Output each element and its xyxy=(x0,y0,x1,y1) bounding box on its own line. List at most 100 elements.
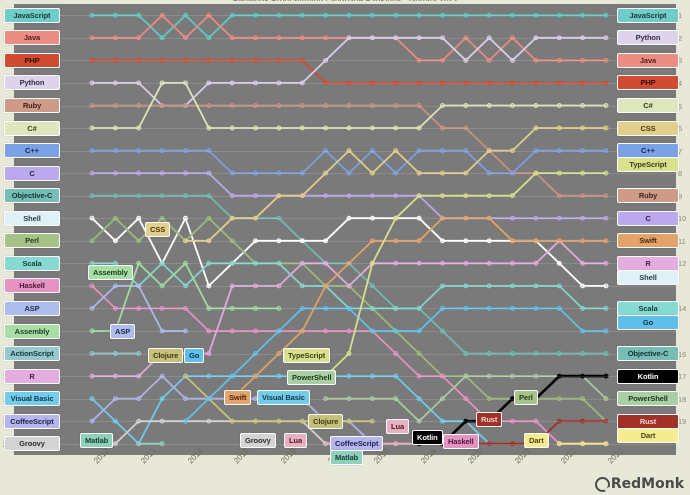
left-label-visual-basic[interactable]: Visual Basic xyxy=(4,391,60,407)
inline-label-clojure[interactable]: Clojure xyxy=(308,414,344,429)
left-label-shell[interactable]: Shell xyxy=(4,210,60,226)
inline-label-lua[interactable]: Lua xyxy=(386,419,410,434)
left-label-scala[interactable]: Scala xyxy=(4,255,60,271)
right-label-css[interactable]: CSS xyxy=(617,120,679,136)
inline-label-coffeescript[interactable]: CoffeeScript xyxy=(330,436,384,451)
left-label-php[interactable]: PHP xyxy=(4,52,60,68)
data-point xyxy=(323,148,329,154)
data-point xyxy=(533,12,539,18)
data-point xyxy=(440,215,445,221)
left-label-groovy[interactable]: Groovy xyxy=(4,436,60,452)
data-point xyxy=(603,418,609,424)
data-point xyxy=(253,215,258,221)
data-point xyxy=(440,193,445,199)
data-point xyxy=(159,12,165,18)
inline-label-clojure[interactable]: Clojure xyxy=(148,348,184,363)
inline-label-css[interactable]: CSS xyxy=(145,222,171,237)
data-point xyxy=(89,283,95,289)
left-label-assembly[interactable]: Assembly xyxy=(4,323,60,339)
right-label-php[interactable]: PHP xyxy=(617,75,679,91)
data-point xyxy=(486,373,492,379)
data-point xyxy=(486,148,492,154)
data-point xyxy=(416,57,422,63)
data-point xyxy=(603,103,609,108)
right-label-c[interactable]: C xyxy=(617,210,679,226)
left-label-c-[interactable]: C# xyxy=(4,120,60,136)
data-point xyxy=(299,12,305,18)
data-point xyxy=(580,12,586,18)
data-point xyxy=(206,283,212,289)
left-label-coffeescript[interactable]: CoffeeScript xyxy=(4,413,60,429)
right-label-go[interactable]: Go xyxy=(617,314,679,330)
y-tick-right: 2 xyxy=(678,33,683,43)
right-label-javascript[interactable]: JavaScript xyxy=(617,7,679,23)
y-tick-right: 4 xyxy=(678,78,683,88)
data-point xyxy=(416,103,422,108)
inline-label-rust[interactable]: Rust xyxy=(476,412,503,427)
inline-label-matlab[interactable]: Matlab xyxy=(80,433,114,448)
right-label-java[interactable]: Java xyxy=(617,52,679,68)
left-label-haskell[interactable]: Haskell xyxy=(4,278,60,294)
right-label-swift[interactable]: Swift xyxy=(617,233,679,249)
left-label-perl[interactable]: Perl xyxy=(4,233,60,249)
inline-label-dart[interactable]: Dart xyxy=(524,433,549,448)
data-point xyxy=(533,373,539,379)
right-label-dart[interactable]: Dart xyxy=(617,427,679,443)
inline-label-powershell[interactable]: PowerShell xyxy=(287,370,337,385)
data-point xyxy=(299,418,305,424)
right-label-rust[interactable]: Rust xyxy=(617,413,679,429)
right-label-scala[interactable]: Scala xyxy=(617,300,679,316)
inline-label-lua[interactable]: Lua xyxy=(284,433,308,448)
right-label-kotlin[interactable]: Kotlin xyxy=(617,368,679,384)
inline-label-typescript[interactable]: TypeScript xyxy=(283,348,331,363)
inline-label-perl[interactable]: Perl xyxy=(514,390,538,405)
right-label-typescript[interactable]: TypeScript xyxy=(617,157,679,173)
inline-label-groovy[interactable]: Groovy xyxy=(240,433,276,448)
right-label-r[interactable]: R xyxy=(617,255,679,271)
data-point xyxy=(89,35,95,41)
data-point xyxy=(510,12,515,18)
left-label-python[interactable]: Python xyxy=(4,75,60,91)
inline-label-swift[interactable]: Swift xyxy=(224,390,252,405)
data-point xyxy=(463,305,469,311)
data-point xyxy=(533,215,539,221)
left-label-asp[interactable]: ASP xyxy=(4,300,60,316)
left-label-ruby[interactable]: Ruby xyxy=(4,98,60,113)
data-point xyxy=(603,193,609,199)
inline-label-assembly[interactable]: Assembly xyxy=(88,265,133,280)
right-label-c-[interactable]: C++ xyxy=(617,143,679,159)
left-label-javascript[interactable]: JavaScript xyxy=(4,7,60,23)
data-point xyxy=(89,80,95,86)
left-label-java[interactable]: Java xyxy=(4,30,60,46)
left-label-actionscript[interactable]: ActionScript xyxy=(4,346,60,361)
inline-label-visual-basic[interactable]: Visual Basic xyxy=(257,390,310,405)
data-point xyxy=(440,418,445,424)
right-label-c-[interactable]: C# xyxy=(617,98,679,113)
left-label-c-[interactable]: C++ xyxy=(4,143,60,159)
right-label-powershell[interactable]: PowerShell xyxy=(617,391,679,407)
data-point xyxy=(346,148,352,154)
data-point xyxy=(183,238,188,244)
inline-label-matlab[interactable]: Matlab xyxy=(330,450,364,465)
data-point xyxy=(159,396,165,402)
data-point xyxy=(112,441,118,447)
right-label-python[interactable]: Python xyxy=(617,30,679,46)
right-label-shell[interactable]: Shell xyxy=(617,269,679,285)
left-label-c[interactable]: C xyxy=(4,165,60,181)
data-point xyxy=(603,215,609,221)
data-point xyxy=(346,283,352,289)
inline-label-haskell[interactable]: Haskell xyxy=(443,434,479,449)
right-label-objective-c[interactable]: Objective-C xyxy=(617,346,679,361)
left-label-objective-c[interactable]: Objective-C xyxy=(4,188,60,204)
inline-label-go[interactable]: Go xyxy=(184,348,205,363)
inline-label-kotlin[interactable]: Kotlin xyxy=(412,430,443,445)
data-point xyxy=(440,283,445,289)
data-point xyxy=(183,170,188,176)
data-point xyxy=(416,125,422,131)
left-label-r[interactable]: R xyxy=(4,368,60,384)
inline-label-asp[interactable]: ASP xyxy=(110,324,136,339)
data-point xyxy=(183,328,188,334)
data-point xyxy=(183,215,188,221)
gridline xyxy=(14,82,676,84)
right-label-ruby[interactable]: Ruby xyxy=(617,188,679,204)
